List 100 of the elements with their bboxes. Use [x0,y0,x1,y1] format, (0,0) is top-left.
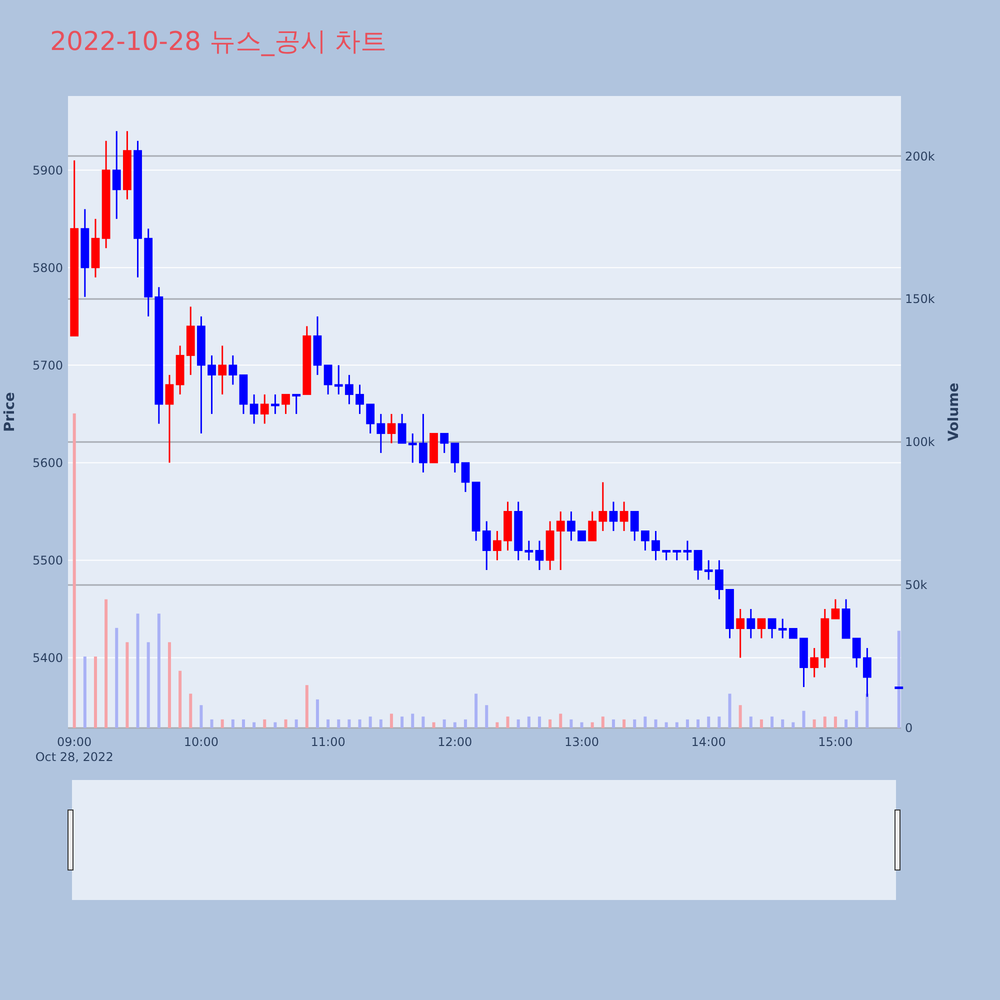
bar [580,722,584,728]
candlestick [778,618,787,640]
candlestick [334,364,343,396]
bar [146,642,150,728]
candlestick [566,510,576,542]
candlestick [292,394,301,415]
bar [379,719,382,728]
candlestick [757,618,766,640]
bar [294,719,298,728]
candlestick [620,500,628,532]
bar [738,705,742,728]
candlestick [218,344,227,396]
bar [305,685,308,728]
bar [548,719,552,728]
x-tick-label: 12:00 [438,735,472,749]
bar [400,716,404,728]
bar [686,719,689,728]
bar [770,716,774,728]
candlestick [344,374,354,405]
bar [516,719,520,728]
y2-tick-label: 100k [905,435,935,450]
bar [760,719,763,728]
bar [718,716,721,728]
candlestick [282,394,290,415]
candlestick [588,510,597,542]
candlestick [556,510,565,571]
x-tick-label: 09:00 Oct 28, 2022 [35,735,114,764]
candlestick [672,550,682,561]
candlestick [831,598,840,620]
bar [707,716,710,728]
bar [411,714,414,728]
bar [126,642,129,728]
bar [274,722,277,728]
candlestick [524,540,534,561]
bar [231,719,234,728]
candlestick [810,647,819,678]
candlestick [260,394,269,424]
bar [263,719,266,728]
y-tick-label: 5500 [32,553,63,568]
bar [527,716,530,728]
bar [633,719,636,728]
candlestick [408,432,417,464]
candlestick [270,394,280,415]
bar [612,719,615,728]
bar [696,719,700,728]
bar [284,719,288,728]
bar [72,413,76,728]
candlestick [440,432,449,454]
y2-tick-label: 0 [905,721,913,736]
candlestick [535,540,544,571]
y-tick-label: 5400 [32,650,63,665]
bar [590,722,594,728]
bar [781,719,784,728]
bar [432,722,436,728]
x-tick-label: 13:00 [564,735,600,749]
x-tick-label: 10:00 [184,735,218,749]
bar [664,722,668,728]
candlestick [387,413,396,444]
y-axis-title: Price [2,392,18,432]
bar [442,719,446,728]
chart-title: 2022-10-28 뉴스_공시 차트 [50,27,387,57]
candlestick [228,354,238,386]
candlestick [746,608,756,640]
bar [812,719,816,728]
bar [316,699,319,728]
bar [157,614,160,728]
candlestick [208,354,216,415]
bar [464,719,467,728]
bar [220,719,224,728]
candlestick [450,442,460,474]
bar [834,716,837,728]
bar [326,719,330,728]
bar [485,705,488,728]
bar [855,710,858,728]
candlestick [714,559,724,600]
bar [368,716,372,728]
bar [622,719,626,728]
bar [496,722,499,728]
candlestick [366,403,375,434]
candlestick [768,618,776,640]
x-tick-label: 15:00 [818,735,853,749]
candlestick [852,638,861,668]
candlestick [662,550,671,561]
bar [802,710,806,728]
y2-tick-label: 150k [905,292,935,306]
candlestick [356,384,364,415]
bar [337,719,340,728]
bar [654,719,658,728]
candlestick [640,530,650,552]
candlestick [736,608,745,659]
candlestick [694,550,702,581]
y2-axis-title: Volume [946,382,962,442]
bar [866,694,869,728]
candlestick [112,130,121,220]
bar [570,719,573,728]
bar [792,722,795,728]
bar [252,722,256,728]
bar [506,716,510,728]
bar [823,716,826,728]
candlestick [630,510,639,542]
